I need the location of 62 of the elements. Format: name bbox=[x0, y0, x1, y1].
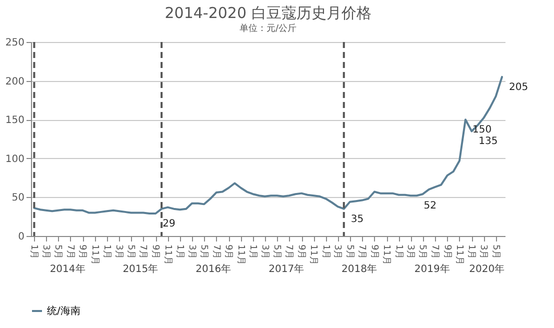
text: 2020年 bbox=[469, 263, 505, 275]
data-label: 29 bbox=[162, 218, 176, 230]
text: 2014年 bbox=[50, 263, 86, 275]
x-tick-label: 5月 bbox=[198, 244, 209, 260]
x-tick-label: 11月 bbox=[89, 244, 100, 265]
x-tick-label: 11月 bbox=[162, 244, 172, 265]
y-tick-label: 150 bbox=[5, 115, 24, 126]
x-tick-label: 3月 bbox=[478, 244, 488, 260]
x-tick-label: 1月 bbox=[393, 244, 404, 260]
x-tick-label: 9月 bbox=[296, 244, 306, 260]
y-tick-label: 200 bbox=[5, 76, 24, 88]
x-tick-label: 9月 bbox=[442, 244, 452, 260]
x-tick-label: 3月 bbox=[113, 244, 124, 260]
x-tick-label: 11月 bbox=[454, 244, 464, 265]
x-tick-label: 3月 bbox=[405, 244, 416, 260]
y-tick-label: 250 bbox=[5, 38, 24, 48]
x-tick-label: 11月 bbox=[235, 244, 246, 265]
x-tick-label: 5月 bbox=[490, 244, 500, 260]
x-tick-label: 11月 bbox=[381, 244, 392, 265]
x-tick-label: 9月 bbox=[368, 244, 379, 260]
x-tick-label: 1月 bbox=[320, 244, 330, 260]
text: 2015年 bbox=[122, 263, 158, 275]
x-tick-label: 7月 bbox=[284, 244, 294, 260]
x-tick-label: 3月 bbox=[40, 244, 50, 260]
x-tick-label: 1月 bbox=[102, 244, 112, 260]
y-tick-label: 100 bbox=[5, 154, 24, 165]
line-series bbox=[33, 76, 504, 214]
x-tick-label: 5月 bbox=[417, 244, 428, 260]
x-tick-label: 5月 bbox=[52, 244, 63, 260]
x-tick-label: 9月 bbox=[223, 244, 234, 260]
text: 2017年 bbox=[268, 263, 304, 275]
x-tick-label: 5月 bbox=[126, 244, 136, 260]
x-tick-label: 11月 bbox=[308, 244, 318, 265]
x-tick-label: 3月 bbox=[259, 244, 270, 260]
chart-subtitle: 单位：元/公斤 bbox=[239, 23, 297, 34]
x-tick-label: 5月 bbox=[271, 244, 282, 260]
text: 2019年 bbox=[414, 263, 450, 275]
y-tick-label: 50 bbox=[12, 192, 24, 204]
chart-title: 2014-2020 白豆蔻历史月价格 bbox=[164, 4, 372, 22]
x-tick-label: 3月 bbox=[332, 244, 342, 260]
x-tick-label: 1月 bbox=[248, 244, 258, 260]
text: 2018年 bbox=[342, 263, 377, 275]
x-tick-label: 7月 bbox=[138, 244, 148, 260]
x-tick-label: 1月 bbox=[28, 244, 39, 260]
x-tick-label: 9月 bbox=[77, 244, 88, 260]
x-tick-label: 1月 bbox=[466, 244, 476, 260]
data-label: 52 bbox=[424, 200, 436, 212]
data-label: 35 bbox=[350, 214, 364, 225]
x-tick-label: 7月 bbox=[429, 244, 440, 260]
x-tick-label: 7月 bbox=[64, 244, 75, 260]
legend-label: 统/海南 bbox=[47, 305, 80, 317]
data-label: 135 bbox=[478, 136, 498, 148]
x-tick-label: 5月 bbox=[344, 244, 354, 260]
x-tick-label: 7月 bbox=[356, 244, 367, 260]
x-tick-label: 3月 bbox=[186, 244, 196, 260]
y-tick-label: 0 bbox=[18, 232, 24, 242]
text: 2016年 bbox=[196, 263, 232, 275]
x-tick-label: 1月 bbox=[174, 244, 184, 260]
x-tick-label: 9月 bbox=[150, 244, 160, 260]
data-label: 150 bbox=[472, 124, 492, 136]
data-label: 205 bbox=[509, 82, 528, 93]
x-tick-label: 7月 bbox=[210, 244, 221, 260]
